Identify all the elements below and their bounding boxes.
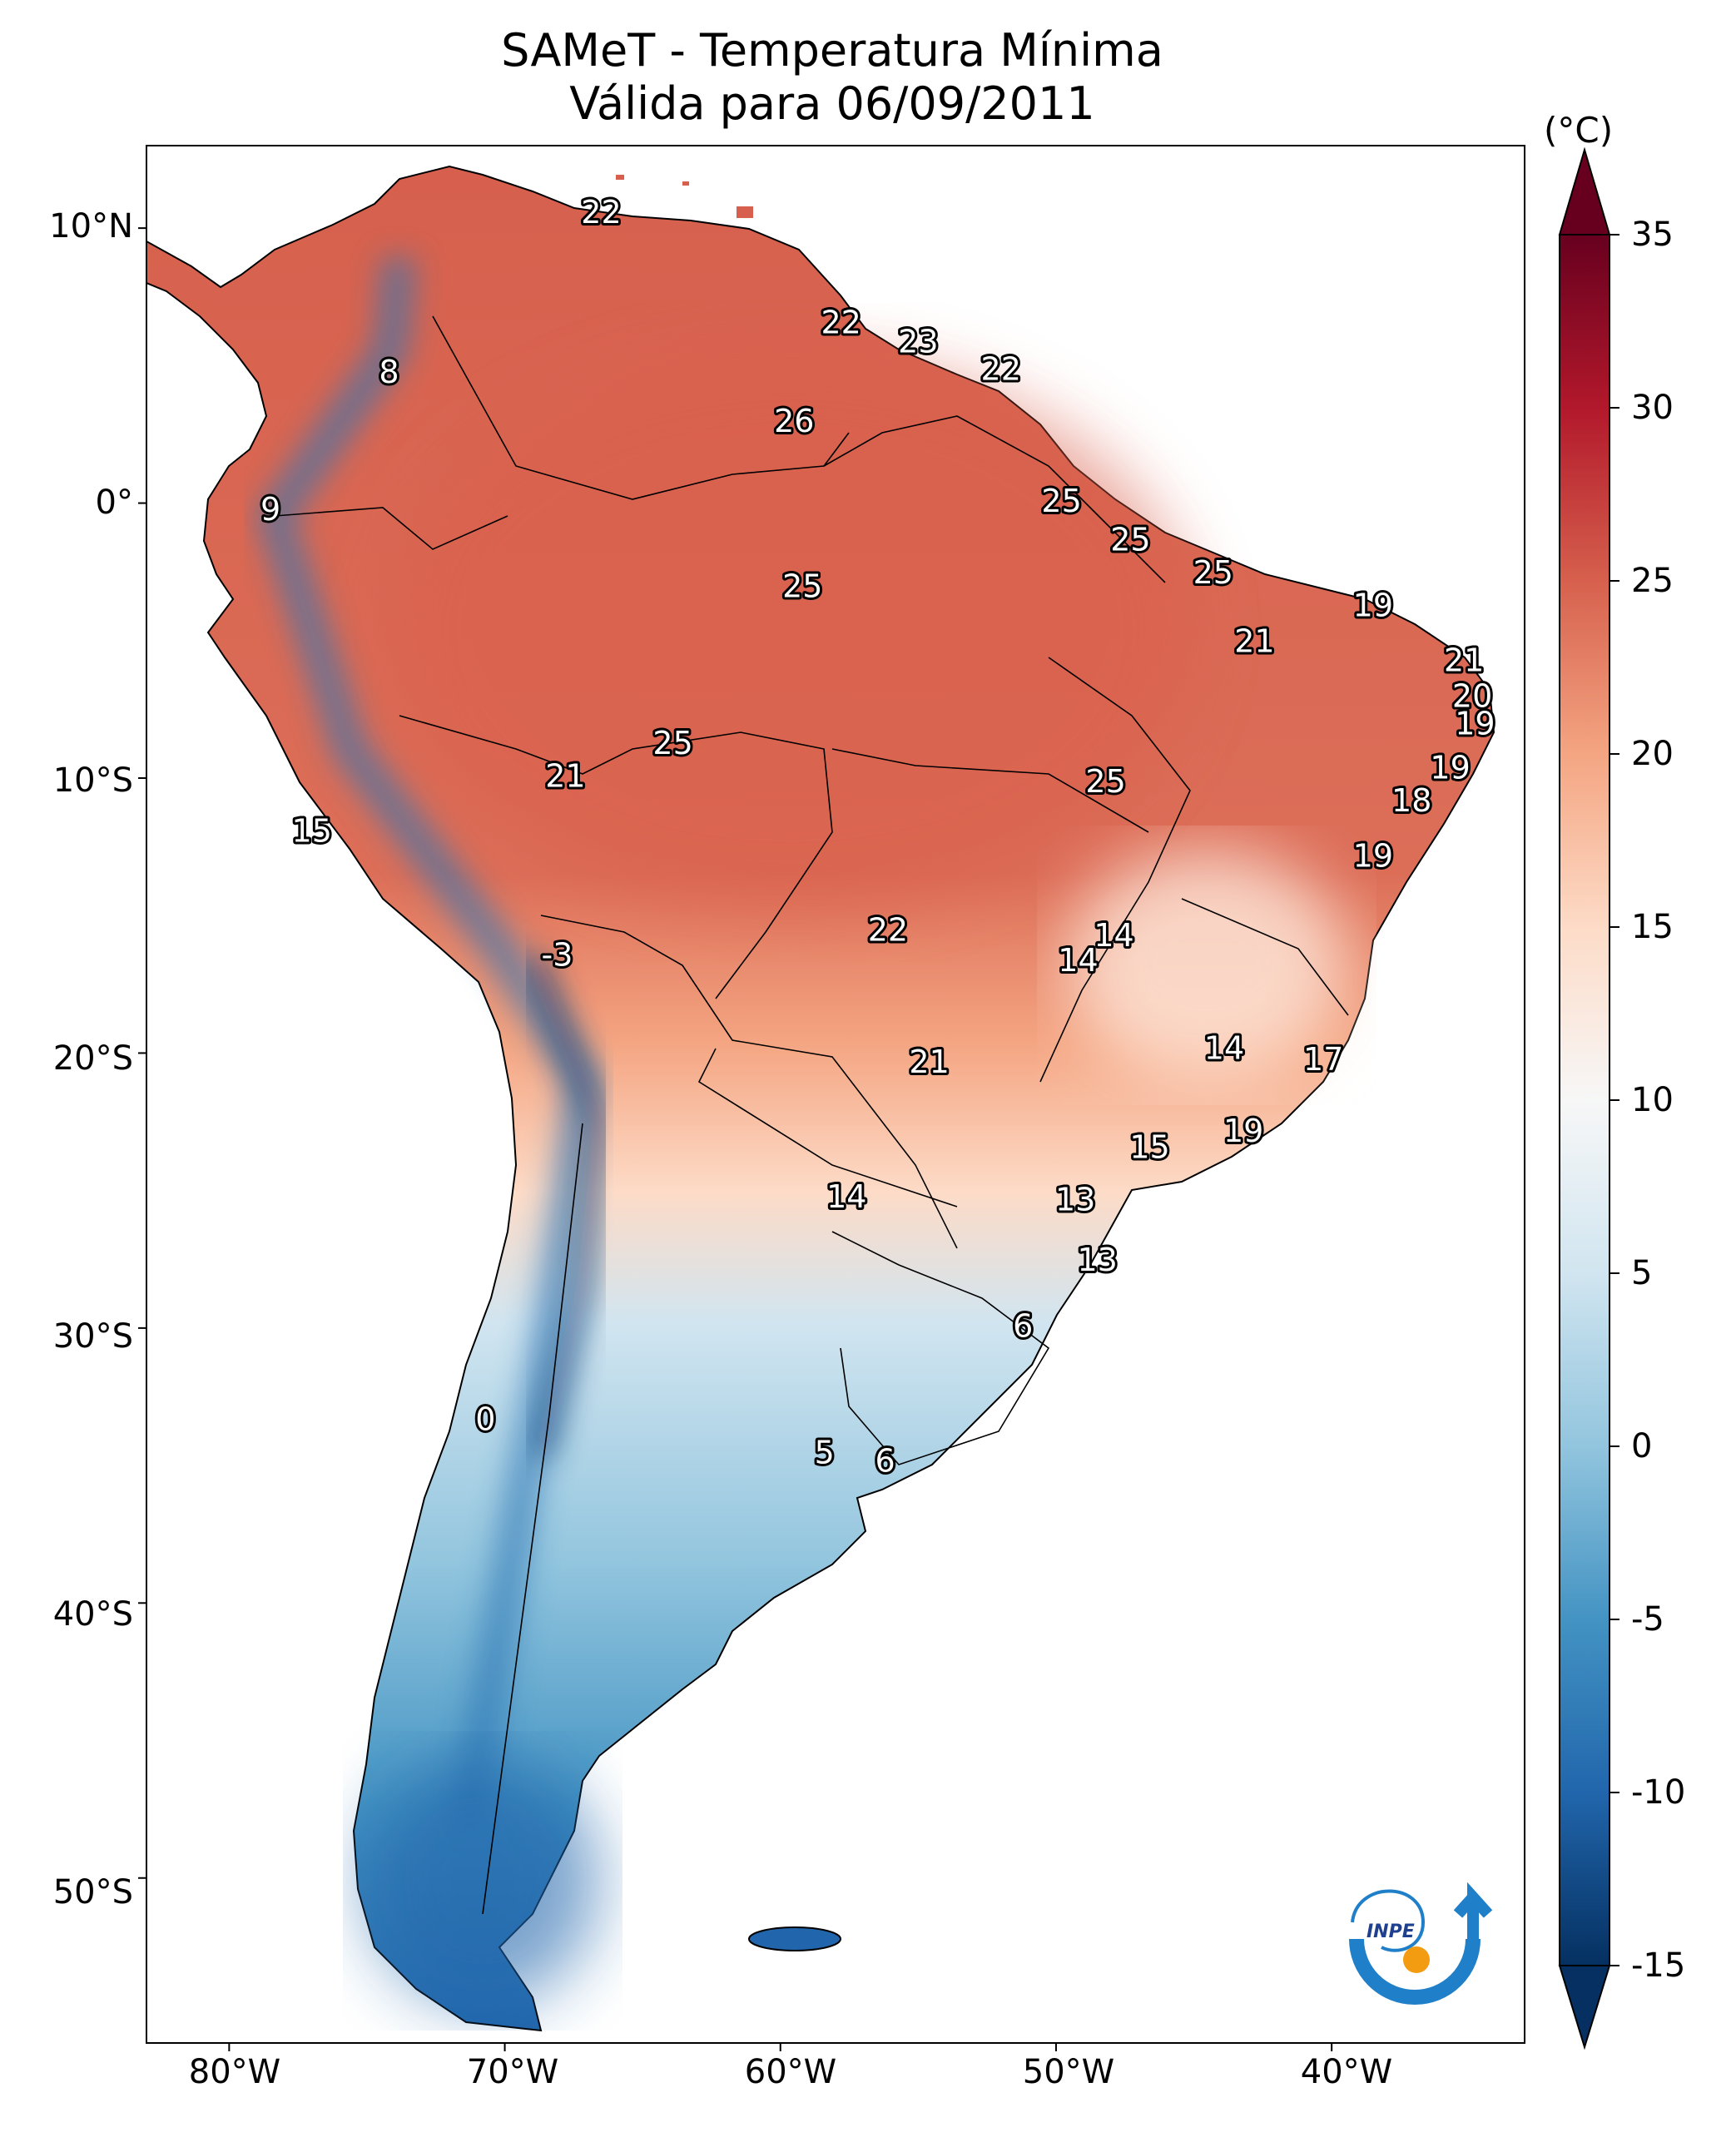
station-value-label: 17 xyxy=(1303,1041,1343,1078)
map-title: SAMeT - Temperatura Mínima xyxy=(501,24,1163,77)
station-value-label: 14 xyxy=(826,1178,866,1215)
station-value-label: 8 xyxy=(379,354,399,390)
station-value-label: 19 xyxy=(1223,1113,1263,1149)
station-value-label: 14 xyxy=(1094,917,1133,954)
station-value-label: 6 xyxy=(875,1442,895,1479)
station-value-label: 6 xyxy=(1013,1307,1033,1344)
station-value-label: 25 xyxy=(1193,554,1233,591)
station-value-label: 22 xyxy=(821,304,861,340)
colorbar-unit: (°C) xyxy=(1544,110,1614,151)
station-value-label: 19 xyxy=(1353,588,1393,624)
colorbar-tick-10: 10 xyxy=(1631,1081,1674,1119)
andes-cold-ridge xyxy=(255,256,600,1834)
station-value-label: 19 xyxy=(1430,750,1470,786)
falkland-islands xyxy=(748,1926,841,1951)
colorbar-tick-25: 25 xyxy=(1631,562,1674,600)
station-value-label: 19 xyxy=(1455,706,1495,742)
lat-label-30s: 30°S xyxy=(52,1317,133,1356)
colorbar-tick-minus5: -5 xyxy=(1631,1600,1664,1639)
lat-label-10n: 10°N xyxy=(49,207,133,245)
station-value-label: 22 xyxy=(981,350,1021,387)
inpe-logo-arc xyxy=(1349,1938,1481,2005)
lon-label-40w: 40°W xyxy=(1300,2053,1393,2091)
station-value-label: 15 xyxy=(292,813,332,850)
station-value-label: 13 xyxy=(1077,1242,1117,1278)
station-value-label: 20 xyxy=(1452,678,1492,715)
station-value-label: 23 xyxy=(898,323,938,359)
inpe-logo: INPE xyxy=(1349,1882,1493,2005)
station-value-label: 0 xyxy=(475,1401,495,1438)
colorbar-tick-20: 20 xyxy=(1631,735,1674,773)
colorbar-tick-minus15: -15 xyxy=(1631,1946,1686,1985)
inpe-logo-orbit xyxy=(1351,1889,1426,1952)
colorbar-tick-15: 15 xyxy=(1631,908,1674,946)
lon-label-50w: 50°W xyxy=(1022,2053,1115,2091)
brazilian-highlands-region xyxy=(1065,849,1348,1082)
inpe-logo-arrow xyxy=(1453,1882,1493,1947)
inpe-logo-text: INPE xyxy=(1366,1921,1415,1942)
plot-frame xyxy=(146,145,1525,2044)
station-value-label: 22 xyxy=(868,912,908,949)
map-area xyxy=(146,165,1495,2032)
lon-label-80w: 80°W xyxy=(188,2053,281,2091)
lat-label-20s: 20°S xyxy=(52,1039,133,1078)
station-value-label: 21 xyxy=(1234,623,1274,660)
station-value-label: 9 xyxy=(260,491,280,528)
colorbar-tick-minus10: -10 xyxy=(1631,1773,1686,1812)
map-subtitle: Válida para 06/09/2011 xyxy=(569,77,1095,130)
caribbean-islet xyxy=(682,181,689,186)
station-value-label: 25 xyxy=(1110,521,1150,558)
colorbar-tick-0: 0 xyxy=(1631,1427,1653,1465)
station-value-label: 21 xyxy=(545,758,585,795)
station-value-label: 14 xyxy=(1058,942,1098,979)
station-value-label: 21 xyxy=(1444,642,1484,679)
station-value-label: -3 xyxy=(542,936,573,973)
colorbar-body xyxy=(1559,234,1610,1966)
inpe-logo-sun xyxy=(1403,1946,1430,1973)
station-value-label: 25 xyxy=(1041,483,1081,519)
warm-core-region xyxy=(391,358,1190,907)
colorbar-extend-max xyxy=(1558,146,1611,236)
lat-label-40s: 40°S xyxy=(52,1595,133,1634)
station-value-label: 21 xyxy=(909,1044,949,1080)
lon-label-70w: 70°W xyxy=(466,2053,559,2091)
lat-label-0: 0° xyxy=(95,483,133,522)
patagonia-cold-region xyxy=(366,1756,599,2006)
station-value-label: 13 xyxy=(1055,1181,1095,1217)
station-value-label: 15 xyxy=(1129,1129,1169,1166)
station-value-label: 19 xyxy=(1353,837,1393,874)
lat-label-10s: 10°S xyxy=(52,761,133,800)
colorbar-tick-35: 35 xyxy=(1631,216,1674,254)
colorbar-tick-30: 30 xyxy=(1631,389,1674,427)
axis-ticks xyxy=(138,227,1333,2051)
station-value-label: 25 xyxy=(652,725,692,761)
lon-label-60w: 60°W xyxy=(744,2053,837,2091)
altiplano-cold-core xyxy=(522,953,611,1460)
lat-label-50s: 50°S xyxy=(52,1873,133,1912)
station-value-label: 18 xyxy=(1391,782,1431,819)
station-value-label: 25 xyxy=(782,568,822,605)
colorbar-tick-5: 5 xyxy=(1631,1254,1653,1292)
country-borders xyxy=(274,315,1349,1915)
caribbean-islet xyxy=(737,206,753,218)
station-value-label: 25 xyxy=(1085,763,1125,800)
station-value-label: 22 xyxy=(581,194,621,231)
caribbean-islet xyxy=(616,175,624,180)
colorbar-extend-min xyxy=(1558,1965,1611,2050)
station-value-label: 26 xyxy=(774,403,814,439)
station-value-label: 5 xyxy=(815,1434,835,1470)
colorbar xyxy=(1558,146,1619,2050)
colorbar-ticks xyxy=(1610,234,1619,1966)
station-value-label: 14 xyxy=(1204,1030,1244,1067)
